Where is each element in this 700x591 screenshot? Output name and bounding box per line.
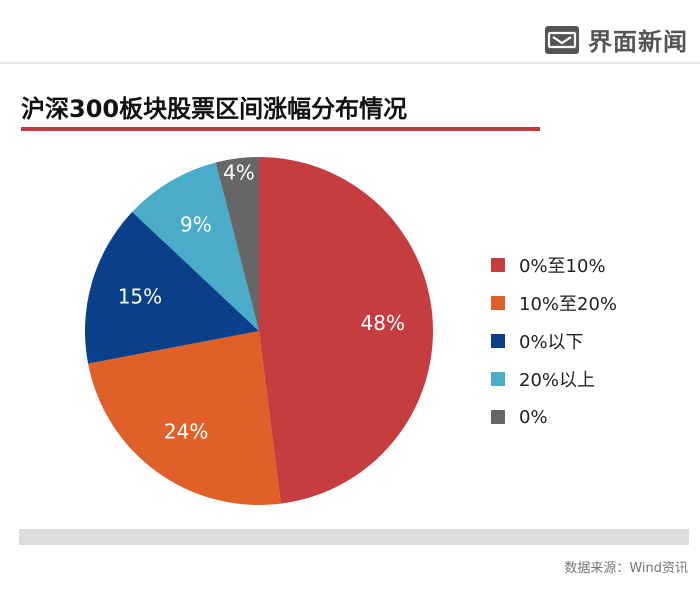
legend-item: 0%至10%: [491, 246, 617, 284]
jiemian-logo-icon: [545, 25, 579, 54]
legend-swatch: [491, 334, 505, 348]
pie-slice-label: 4%: [223, 160, 255, 184]
legend-item: 0%以下: [491, 322, 617, 360]
legend-label: 10%至20%: [519, 294, 618, 315]
brand-name: 界面新闻: [588, 28, 688, 56]
pie-slice-label: 9%: [180, 212, 212, 236]
pie-slice-label: 15%: [118, 284, 162, 308]
legend-swatch: [491, 372, 505, 386]
pie-slice-label: 48%: [361, 311, 405, 335]
brand: 界面新闻: [544, 22, 688, 57]
chart-legend: 0%至10% 10%至20% 0%以下 20%以上 0%: [491, 246, 617, 436]
chart-title: 沪深300板块股票区间涨幅分布情况: [21, 95, 408, 123]
title-underline: [21, 127, 540, 131]
footer-band: [19, 529, 689, 545]
legend-label: 20%以上: [519, 370, 596, 391]
pie-slice: [215, 157, 259, 331]
header-divider: [0, 62, 700, 64]
source-note: 数据来源：Wind资讯: [564, 561, 688, 576]
legend-item: 20%以上: [491, 360, 617, 398]
pie-slice: [88, 331, 281, 505]
legend-label: 0%至10%: [519, 256, 606, 277]
legend-item: 0%: [491, 398, 617, 436]
legend-label: 0%以下: [519, 332, 584, 353]
legend-label: 0%: [519, 406, 548, 428]
pie-slice-label: 24%: [164, 419, 208, 443]
legend-item: 10%至20%: [491, 284, 617, 322]
pie-slice: [132, 162, 259, 331]
pie-slice: [85, 211, 259, 364]
legend-swatch: [491, 258, 505, 272]
legend-swatch: [491, 410, 505, 424]
pie-slice: [259, 157, 433, 504]
legend-swatch: [491, 296, 505, 310]
